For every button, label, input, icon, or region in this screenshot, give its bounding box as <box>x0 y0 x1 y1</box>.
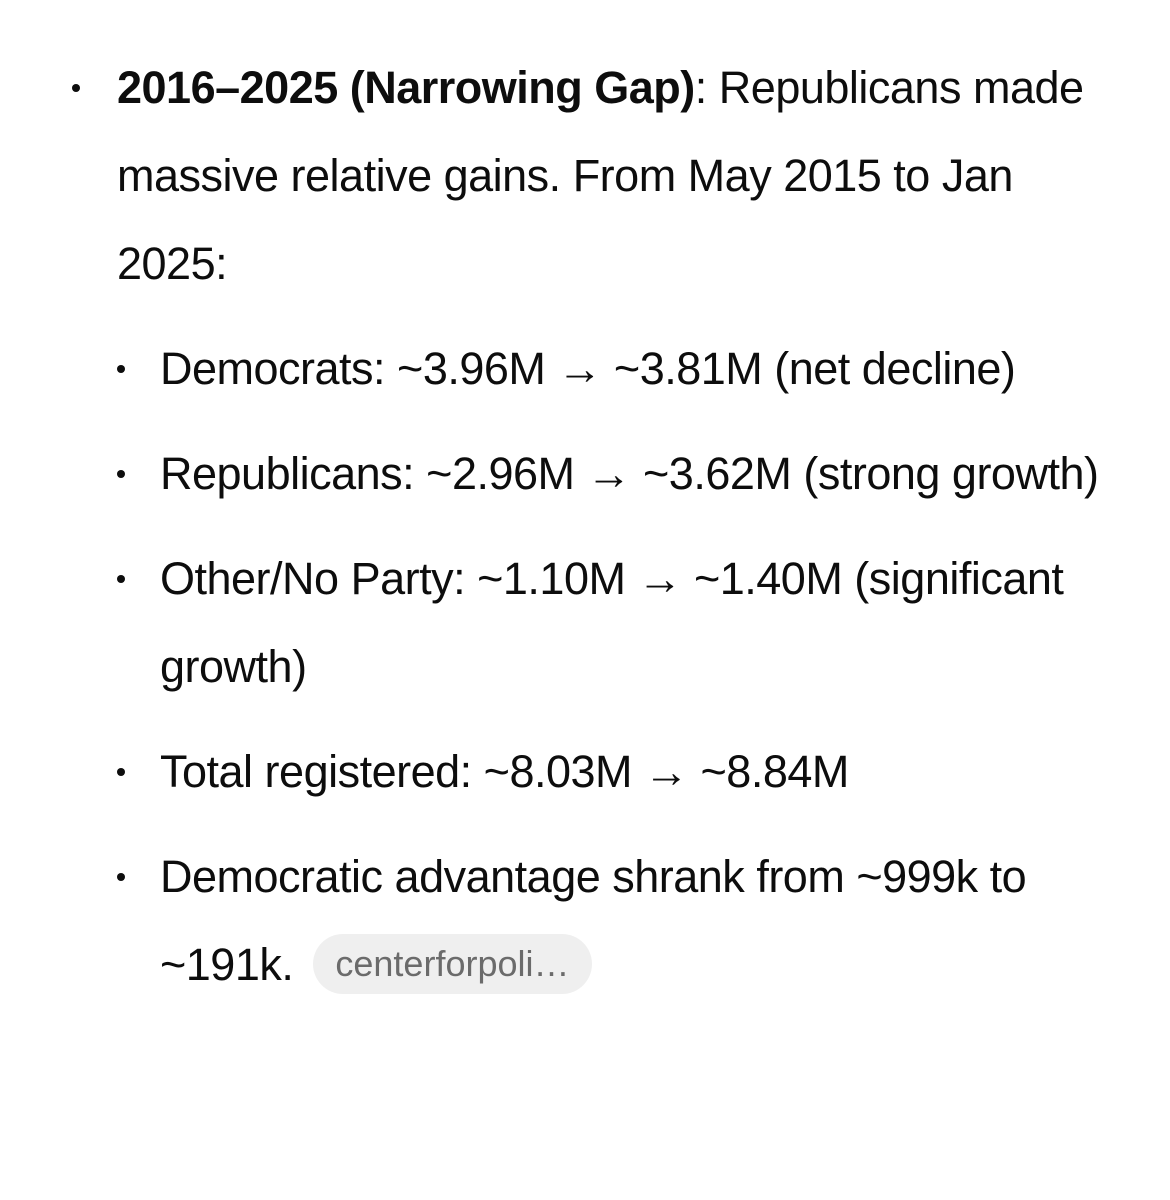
sub-list: Democrats: ~3.96M → ~3.81M (net decline)… <box>117 325 1130 1009</box>
sub-item-text: Total registered: ~8.03M → ~8.84M <box>160 746 849 797</box>
sub-item: Republicans: ~2.96M → ~3.62M (strong gro… <box>117 430 1130 518</box>
sub-item: Total registered: ~8.03M → ~8.84M <box>117 728 1130 816</box>
list-item: 2016–2025 (Narrowing Gap): Republicans m… <box>72 44 1130 1009</box>
item-separator: : <box>694 62 708 113</box>
sub-item: Democrats: ~3.96M → ~3.81M (net decline) <box>117 325 1130 413</box>
sub-item: Other/No Party: ~1.10M → ~1.40M (signifi… <box>117 535 1130 711</box>
sub-item-text: Other/No Party: ~1.10M → ~1.40M (signifi… <box>160 553 1064 692</box>
citation-chip[interactable]: centerforpoli… <box>313 934 592 994</box>
sub-item-text: Democratic advantage shrank from ~999k t… <box>160 851 1027 990</box>
sub-item-text: Republicans: ~2.96M → ~3.62M (strong gro… <box>160 448 1099 499</box>
item-heading: 2016–2025 (Narrowing Gap) <box>117 62 695 113</box>
item-text: Republicans made massive relative gains.… <box>117 62 1084 289</box>
bullet-list: 2016–2025 (Narrowing Gap): Republicans m… <box>72 44 1130 1009</box>
sub-item: Democratic advantage shrank from ~999k t… <box>117 833 1130 1009</box>
sub-item-text: Democrats: ~3.96M → ~3.81M (net decline) <box>160 343 1016 394</box>
